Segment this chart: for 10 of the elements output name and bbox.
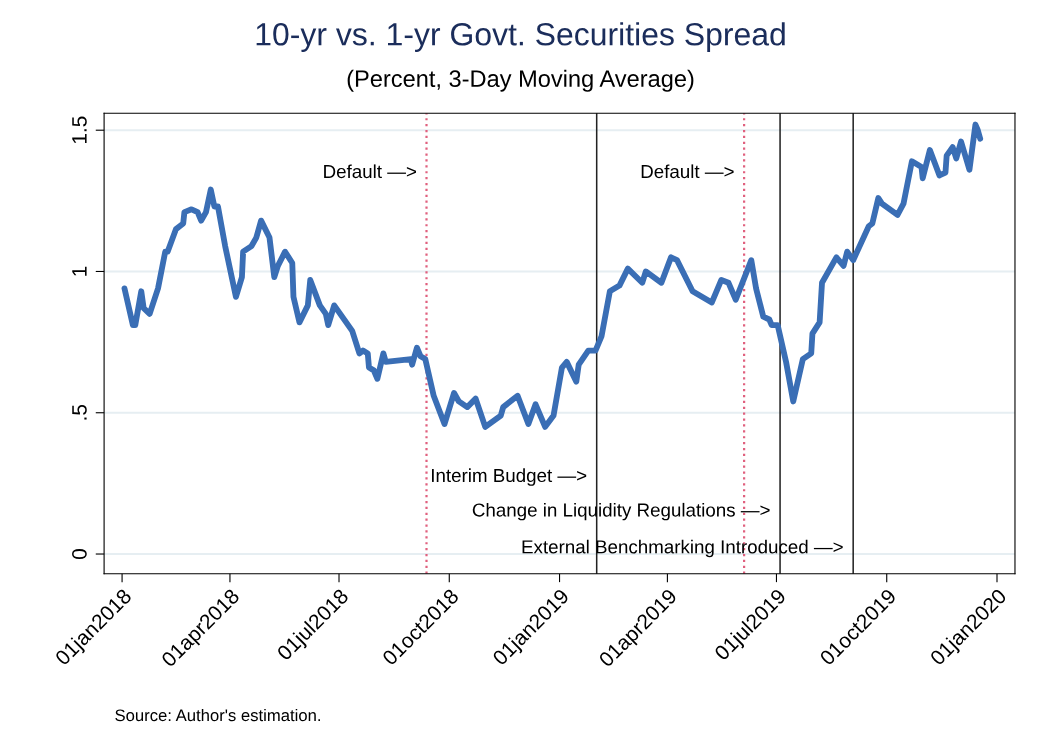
y-tick-label: .5 — [72, 404, 87, 420]
chart-subtitle: (Percent, 3-Day Moving Average) — [347, 69, 694, 92]
ref-line-label: Interim Budget —> — [431, 468, 587, 486]
source-note: Source: Author's estimation. — [115, 708, 320, 722]
y-tick-label: 0 — [72, 549, 87, 559]
ref-line-label: Default —> — [641, 164, 734, 179]
y-tick-label: 1.5 — [72, 116, 87, 144]
y-tick-label: 1 — [72, 266, 87, 276]
ref-line-label: Default —> — [324, 164, 416, 179]
chart-title: 10-yr vs. 1-yr Govt. Securities Spread — [256, 22, 785, 52]
